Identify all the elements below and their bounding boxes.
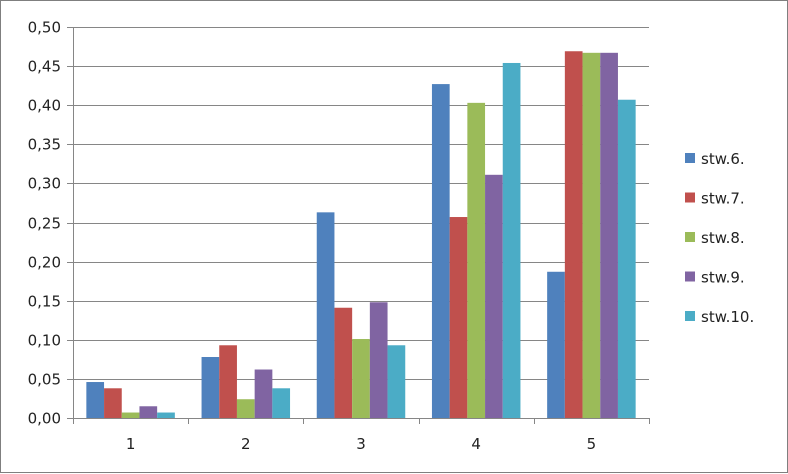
x-tick-label: 3 — [356, 435, 366, 453]
y-tick-label: 0,35 — [28, 136, 61, 154]
bar — [334, 307, 353, 418]
legend-label: stw.8. — [701, 229, 745, 247]
bars — [86, 51, 636, 419]
bar — [157, 412, 175, 418]
bar — [431, 84, 450, 418]
gridlines — [73, 27, 649, 380]
bar — [369, 302, 388, 418]
y-tick-label: 0,30 — [28, 175, 61, 193]
bar — [236, 399, 255, 418]
bar — [104, 388, 122, 418]
y-tick-label: 0,50 — [28, 19, 61, 37]
y-tick-label: 0,15 — [28, 293, 61, 311]
legend-label: stw.10. — [701, 308, 754, 326]
legend-swatch — [685, 311, 695, 321]
legend-swatch — [685, 232, 695, 242]
x-tick-label: 5 — [587, 435, 597, 453]
legend: stw.6. stw.7. stw.8. stw.9. stw.10. — [685, 150, 754, 326]
x-tick-label: 2 — [241, 435, 251, 453]
bar — [617, 99, 636, 418]
bar — [485, 174, 503, 418]
legend-label: stw.6. — [701, 150, 745, 168]
y-tick-label: 0,00 — [28, 410, 61, 428]
y-tick-label: 0,45 — [28, 58, 61, 76]
x-tick-label: 4 — [471, 435, 481, 453]
bar — [502, 62, 521, 419]
y-tick-label: 0,40 — [28, 97, 61, 115]
y-tick-label: 0,20 — [28, 254, 61, 272]
y-tick-label: 0,25 — [28, 215, 61, 233]
bar — [564, 51, 583, 418]
bar — [582, 52, 601, 418]
legend-label: stw.7. — [701, 190, 745, 208]
bar — [352, 339, 370, 418]
y-tick-label: 0,05 — [28, 371, 61, 389]
legend-swatch — [685, 271, 695, 282]
bar — [201, 357, 220, 418]
bar — [121, 412, 140, 418]
bar — [254, 369, 273, 418]
x-tick-label: 1 — [126, 435, 136, 453]
bar — [219, 345, 237, 418]
bar — [272, 388, 291, 418]
legend-label: stw.9. — [701, 269, 745, 287]
bar — [547, 271, 565, 418]
legend-swatch — [685, 153, 695, 163]
bar — [600, 52, 618, 418]
bar — [86, 382, 105, 418]
y-tick-label: 0,10 — [28, 332, 61, 350]
bar — [387, 345, 406, 418]
bar — [139, 406, 158, 418]
bar — [316, 212, 335, 418]
bar — [449, 217, 468, 418]
legend-swatch — [685, 192, 695, 203]
axes: 0,00 0,05 0,10 0,15 0,20 0,25 0,30 0,35 0,40 0,45… — [28, 19, 650, 453]
bar — [467, 102, 486, 418]
